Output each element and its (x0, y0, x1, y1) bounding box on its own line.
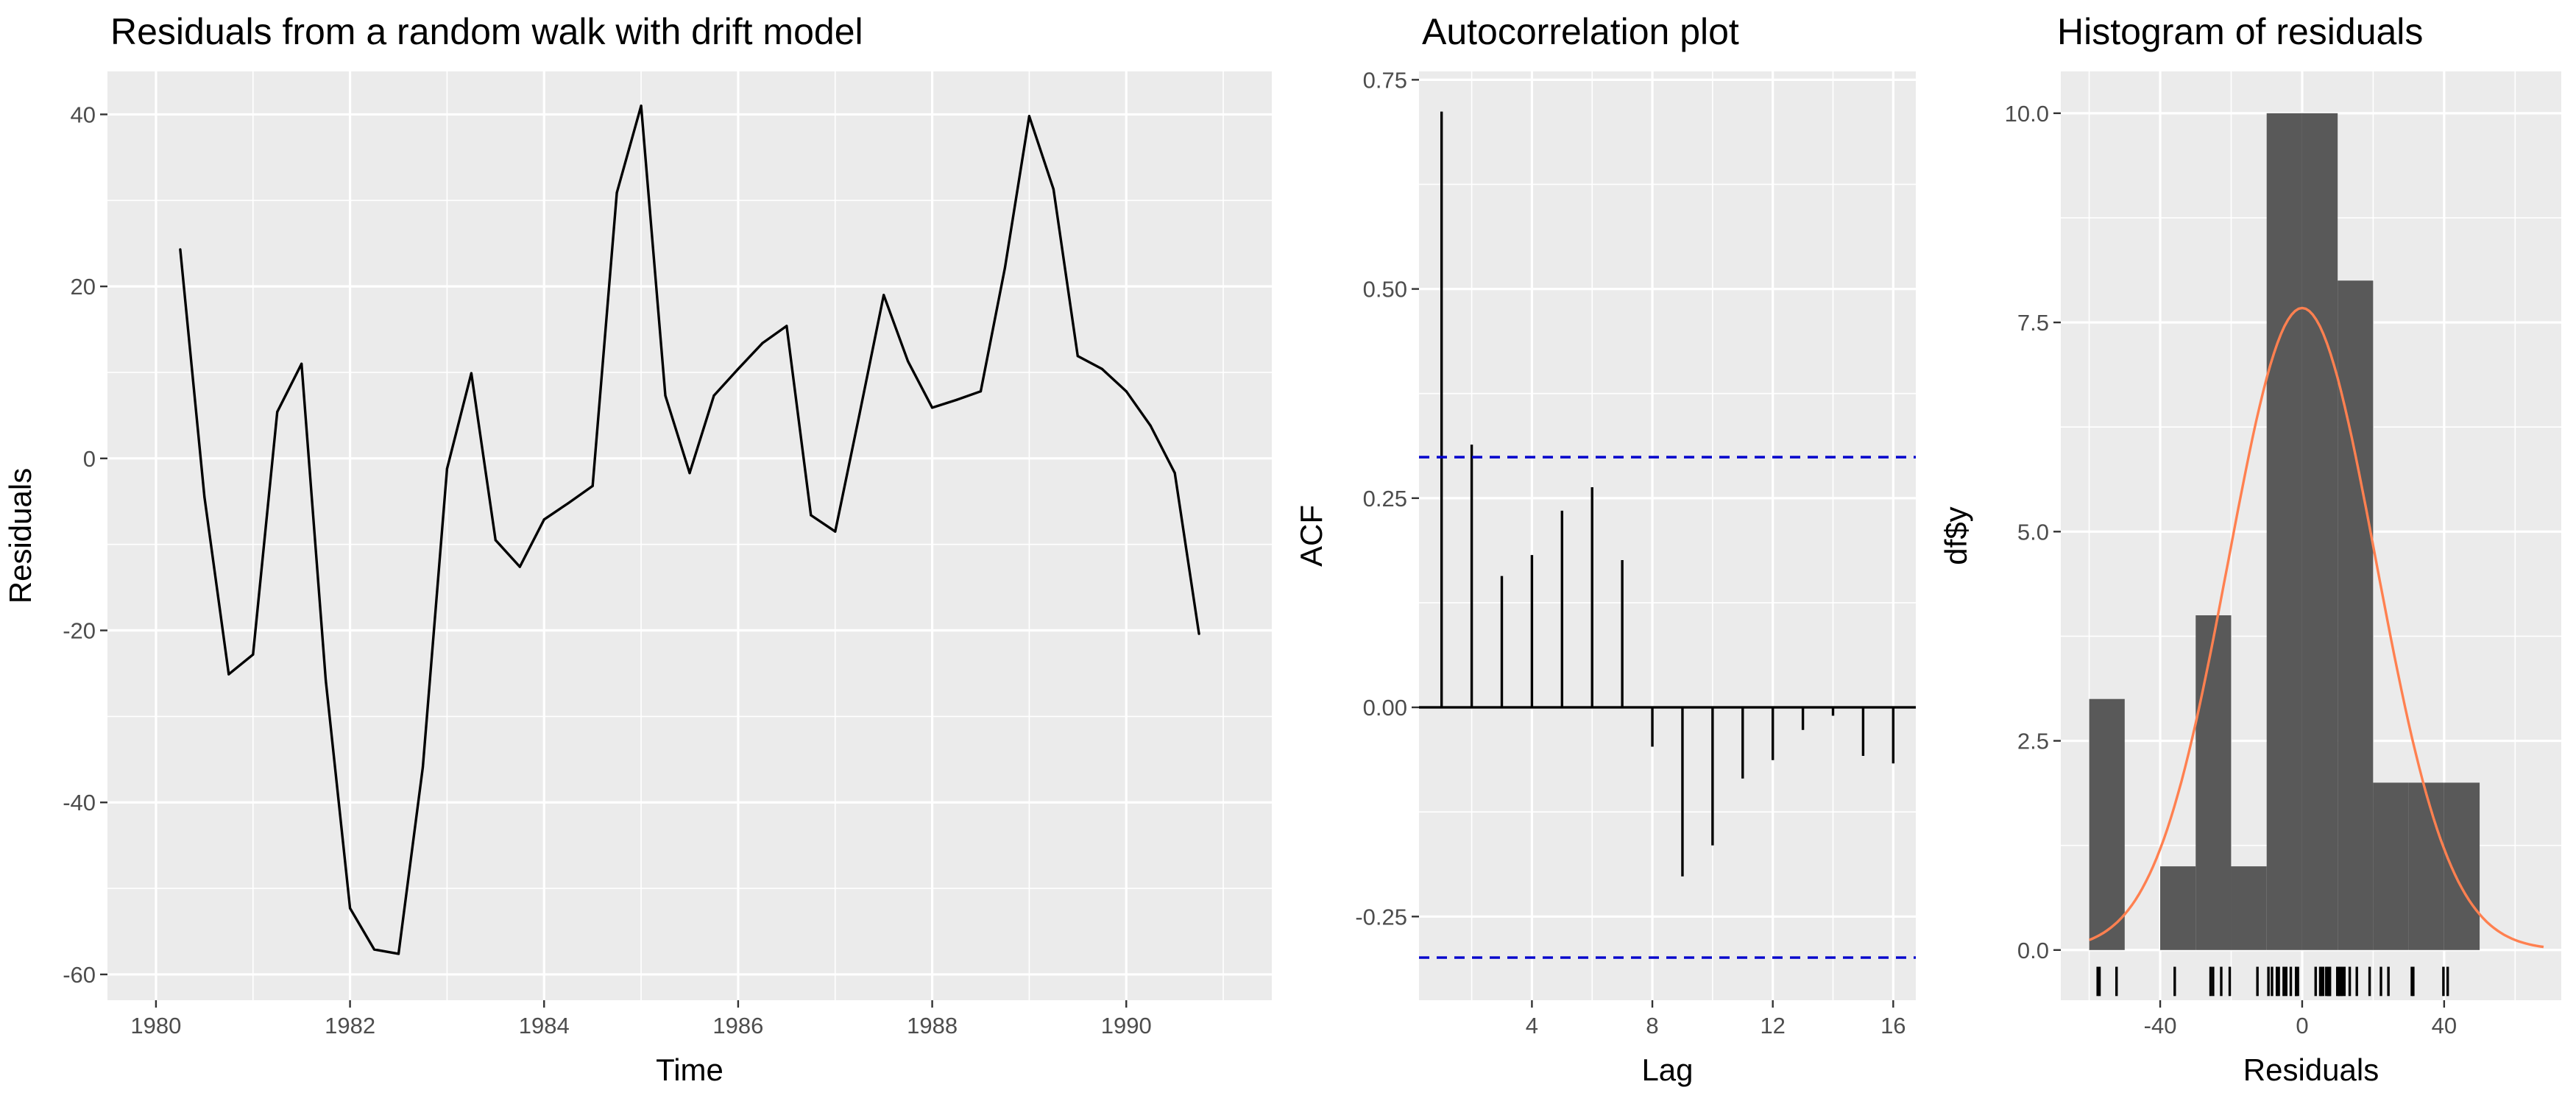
data-point (640, 105, 643, 107)
chart-title: Residuals from a random walk with drift … (110, 11, 863, 52)
y-tick-label: 0.50 (1363, 277, 1407, 302)
data-point (761, 342, 764, 344)
histogram-bar (2408, 782, 2444, 950)
x-tick-label: 8 (1646, 1013, 1658, 1038)
data-point (542, 518, 545, 521)
data-point (179, 248, 182, 251)
histogram-bar (2338, 280, 2374, 950)
histogram-bar (2301, 113, 2338, 950)
residuals-time-plot: 1980 1982 1984 1986 1988 1990 -60 -40 -20 0 20 40 Re… (3, 11, 1272, 1087)
y-tick-label: 5.0 (2017, 519, 2049, 545)
data-point (470, 372, 473, 375)
data-point (955, 398, 958, 401)
plot-panel-background (107, 71, 1272, 1000)
data-point (688, 472, 691, 475)
y-tick-label: 0.0 (2017, 938, 2049, 963)
data-point (1027, 115, 1031, 118)
histogram-bar (2231, 866, 2267, 950)
x-axis-label: Lag (1641, 1052, 1693, 1087)
y-axis-label: ACF (1294, 505, 1328, 567)
data-point (227, 673, 230, 676)
data-point (276, 411, 279, 414)
data-point (203, 495, 206, 499)
chart-title: Autocorrelation plot (1422, 11, 1739, 52)
histogram-bar (2266, 113, 2302, 950)
data-point (300, 362, 303, 365)
y-tick-label: 7.5 (2017, 310, 2049, 336)
y-tick-label: 0.00 (1363, 695, 1407, 721)
data-point (1125, 390, 1128, 393)
data-point (979, 390, 983, 393)
y-tick-label: 0 (83, 446, 96, 472)
data-point (615, 191, 618, 194)
x-tick-label: 1988 (907, 1013, 958, 1038)
data-point (325, 679, 328, 682)
data-point (1173, 472, 1176, 475)
y-tick-label: -60 (63, 962, 96, 988)
y-tick-label: 0.75 (1363, 67, 1407, 93)
histogram-bar (2444, 782, 2480, 950)
histogram-bar (2160, 866, 2196, 950)
data-point (348, 907, 352, 910)
data-point (1076, 355, 1079, 358)
data-point (421, 765, 425, 768)
x-axis-label: Residuals (2243, 1052, 2379, 1087)
data-point (930, 406, 934, 409)
y-tick-label: -0.25 (1355, 904, 1407, 930)
data-point (567, 501, 570, 505)
data-point (1003, 266, 1007, 269)
data-point (494, 539, 497, 542)
x-tick-label: 40 (2432, 1013, 2457, 1038)
histogram-bar (2089, 698, 2125, 950)
data-point (1100, 367, 1103, 370)
data-point (664, 394, 667, 397)
data-point (785, 325, 788, 328)
data-point (858, 413, 861, 416)
data-point (810, 514, 813, 517)
x-tick-label: 1990 (1101, 1013, 1152, 1038)
data-point (445, 467, 449, 470)
histogram-bar (2373, 782, 2409, 950)
y-axis-label: Residuals (3, 468, 38, 604)
y-tick-label: 20 (71, 274, 96, 300)
data-point (372, 948, 376, 951)
data-point (518, 565, 521, 568)
y-tick-label: -20 (63, 618, 96, 644)
x-tick-label: 1984 (519, 1013, 570, 1038)
y-tick-label: 0.25 (1363, 486, 1407, 512)
x-tick-label: 4 (1526, 1013, 1538, 1038)
histogram-bar (2195, 615, 2232, 950)
x-tick-label: 1986 (712, 1013, 763, 1038)
data-point (591, 484, 594, 487)
x-tick-label: 0 (2296, 1013, 2308, 1038)
data-point (397, 952, 400, 955)
x-tick-label: 1980 (130, 1013, 181, 1038)
y-tick-label: 10.0 (2005, 101, 2049, 127)
y-tick-label: 2.5 (2017, 729, 2049, 754)
data-point (834, 530, 837, 533)
data-point (1052, 188, 1055, 191)
data-point (1149, 424, 1152, 428)
x-axis-label: Time (656, 1052, 723, 1087)
acf-plot: 4 8 12 16 -0.25 0.00 0.25 0.50 0.75 Autocorrelati… (1294, 11, 1916, 1087)
normal-density-curve (2088, 306, 2544, 949)
x-tick-label: 1982 (325, 1013, 375, 1038)
data-point (882, 294, 885, 297)
data-point (907, 360, 910, 363)
y-axis-label: df$y (1939, 506, 1973, 565)
x-tick-label: 12 (1760, 1013, 1785, 1038)
data-point (252, 653, 255, 656)
data-point (712, 394, 715, 397)
residuals-histogram: -40 0 40 0.0 2.5 5.0 7.5 10.0 Histogram of resid… (1939, 11, 2561, 1087)
x-tick-label: -40 (2144, 1013, 2177, 1038)
data-point (737, 367, 740, 370)
data-point (1197, 632, 1200, 635)
y-tick-label: 40 (71, 102, 96, 127)
x-tick-label: 16 (1880, 1013, 1906, 1038)
y-tick-label: -40 (63, 790, 96, 815)
plot-panel-background (1419, 71, 1916, 1000)
chart-title: Histogram of residuals (2057, 11, 2423, 52)
